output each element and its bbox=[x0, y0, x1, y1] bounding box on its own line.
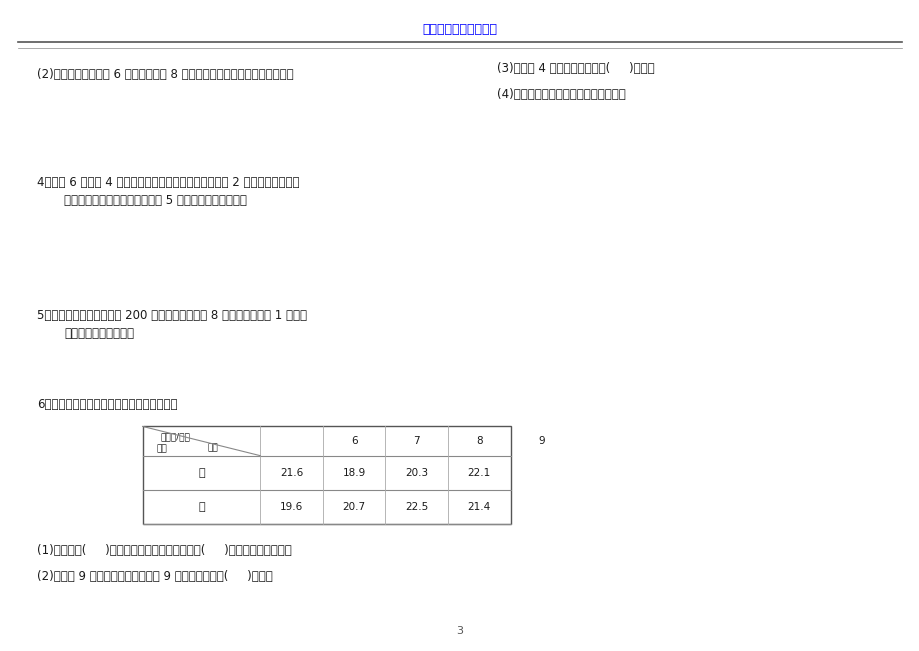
Text: 快乐学习，快乐测试！: 快乐学习，快乐测试！ bbox=[422, 23, 497, 36]
Text: (4)你还能提出其他数学问题并解答吗？: (4)你还能提出其他数学问题并解答吗？ bbox=[496, 88, 625, 101]
Text: 22.5: 22.5 bbox=[404, 502, 428, 512]
Text: 5．一辆洒水车每分钟行驶 200 米，洒水的宽度是 8 米，洒水车行驶 1 小时能: 5．一辆洒水车每分钟行驶 200 米，洒水的宽度是 8 米，洒水车行驶 1 小时… bbox=[37, 309, 306, 322]
Text: 月份: 月份 bbox=[207, 443, 218, 452]
Text: 21.6: 21.6 bbox=[279, 468, 303, 478]
Text: 超市: 超市 bbox=[156, 444, 167, 453]
Text: 8: 8 bbox=[475, 436, 482, 446]
Text: 一共需要多少块？如果每块地砖 5 元，一共需要多少元？: 一共需要多少块？如果每块地砖 5 元，一共需要多少元？ bbox=[64, 194, 247, 207]
Text: 22.1: 22.1 bbox=[467, 468, 491, 478]
Text: 20.3: 20.3 bbox=[404, 468, 428, 478]
Text: 甲: 甲 bbox=[198, 468, 205, 478]
Text: (2)甲超市 9 月份的营业额比乙超市 9 月份的营业额多(     )万元。: (2)甲超市 9 月份的营业额比乙超市 9 月份的营业额多( )万元。 bbox=[37, 570, 272, 583]
Text: 营业额/万元: 营业额/万元 bbox=[160, 432, 190, 441]
Text: 19.6: 19.6 bbox=[279, 502, 303, 512]
Text: 乙: 乙 bbox=[198, 502, 205, 512]
Text: 9: 9 bbox=[538, 436, 545, 446]
Text: (3)乙超市 4 个月的营业总额是(     )万元。: (3)乙超市 4 个月的营业总额是( )万元。 bbox=[496, 62, 653, 75]
Text: (1)甲超市在(     )月份的营业额最高。乙超市在(     )月份的营业额最高。: (1)甲超市在( )月份的营业额最高。乙超市在( )月份的营业额最高。 bbox=[37, 544, 291, 557]
Text: (2)用一辆小车每天运 6 次，每次可运 8 袋，这辆小车多少天可以全部运完？: (2)用一辆小车每天运 6 次，每次可运 8 袋，这辆小车多少天可以全部运完？ bbox=[37, 68, 293, 81]
Text: 20.7: 20.7 bbox=[342, 502, 366, 512]
Text: 6．下面是甲、乙两个超市四个月的营业额。: 6．下面是甲、乙两个超市四个月的营业额。 bbox=[37, 398, 177, 411]
Text: 给多大的地面洒上水？: 给多大的地面洒上水？ bbox=[64, 327, 134, 340]
Bar bbox=[142, 426, 510, 524]
Text: 7: 7 bbox=[413, 436, 420, 446]
Text: 3: 3 bbox=[456, 626, 463, 637]
Text: 21.4: 21.4 bbox=[467, 502, 491, 512]
Text: 6: 6 bbox=[350, 436, 357, 446]
Text: 4．给长 6 米，宽 4 米的客厅地面铺地砖。如果用边长是 2 分米的地砖铺地，: 4．给长 6 米，宽 4 米的客厅地面铺地砖。如果用边长是 2 分米的地砖铺地， bbox=[37, 176, 299, 189]
Text: 18.9: 18.9 bbox=[342, 468, 366, 478]
